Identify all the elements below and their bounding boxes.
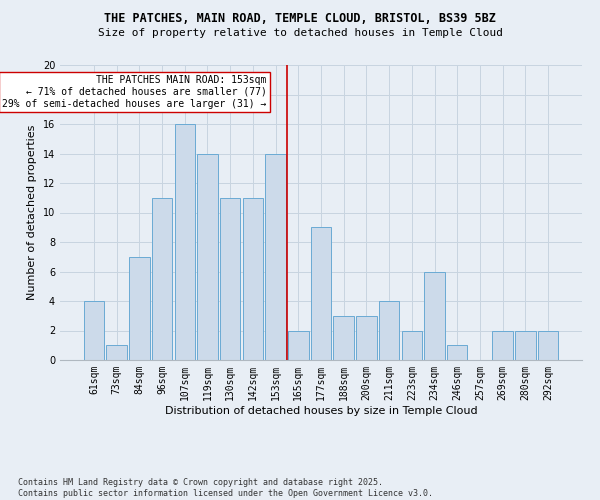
Bar bbox=[288, 330, 308, 360]
Bar bbox=[493, 330, 513, 360]
Bar bbox=[197, 154, 218, 360]
Bar bbox=[538, 330, 558, 360]
Text: THE PATCHES, MAIN ROAD, TEMPLE CLOUD, BRISTOL, BS39 5BZ: THE PATCHES, MAIN ROAD, TEMPLE CLOUD, BR… bbox=[104, 12, 496, 26]
Bar bbox=[311, 227, 331, 360]
Bar bbox=[401, 330, 422, 360]
Bar bbox=[447, 345, 467, 360]
Bar bbox=[265, 154, 286, 360]
Bar bbox=[152, 198, 172, 360]
Text: Size of property relative to detached houses in Temple Cloud: Size of property relative to detached ho… bbox=[97, 28, 503, 38]
Bar bbox=[129, 257, 149, 360]
Bar bbox=[379, 301, 400, 360]
Bar bbox=[220, 198, 241, 360]
Bar bbox=[356, 316, 377, 360]
Bar bbox=[106, 345, 127, 360]
Bar bbox=[84, 301, 104, 360]
Text: Contains HM Land Registry data © Crown copyright and database right 2025.
Contai: Contains HM Land Registry data © Crown c… bbox=[18, 478, 433, 498]
Bar bbox=[424, 272, 445, 360]
Bar bbox=[175, 124, 195, 360]
Bar bbox=[242, 198, 263, 360]
Bar bbox=[334, 316, 354, 360]
Text: THE PATCHES MAIN ROAD: 153sqm
← 71% of detached houses are smaller (77)
29% of s: THE PATCHES MAIN ROAD: 153sqm ← 71% of d… bbox=[2, 76, 266, 108]
X-axis label: Distribution of detached houses by size in Temple Cloud: Distribution of detached houses by size … bbox=[164, 406, 478, 415]
Y-axis label: Number of detached properties: Number of detached properties bbox=[27, 125, 37, 300]
Bar bbox=[515, 330, 536, 360]
